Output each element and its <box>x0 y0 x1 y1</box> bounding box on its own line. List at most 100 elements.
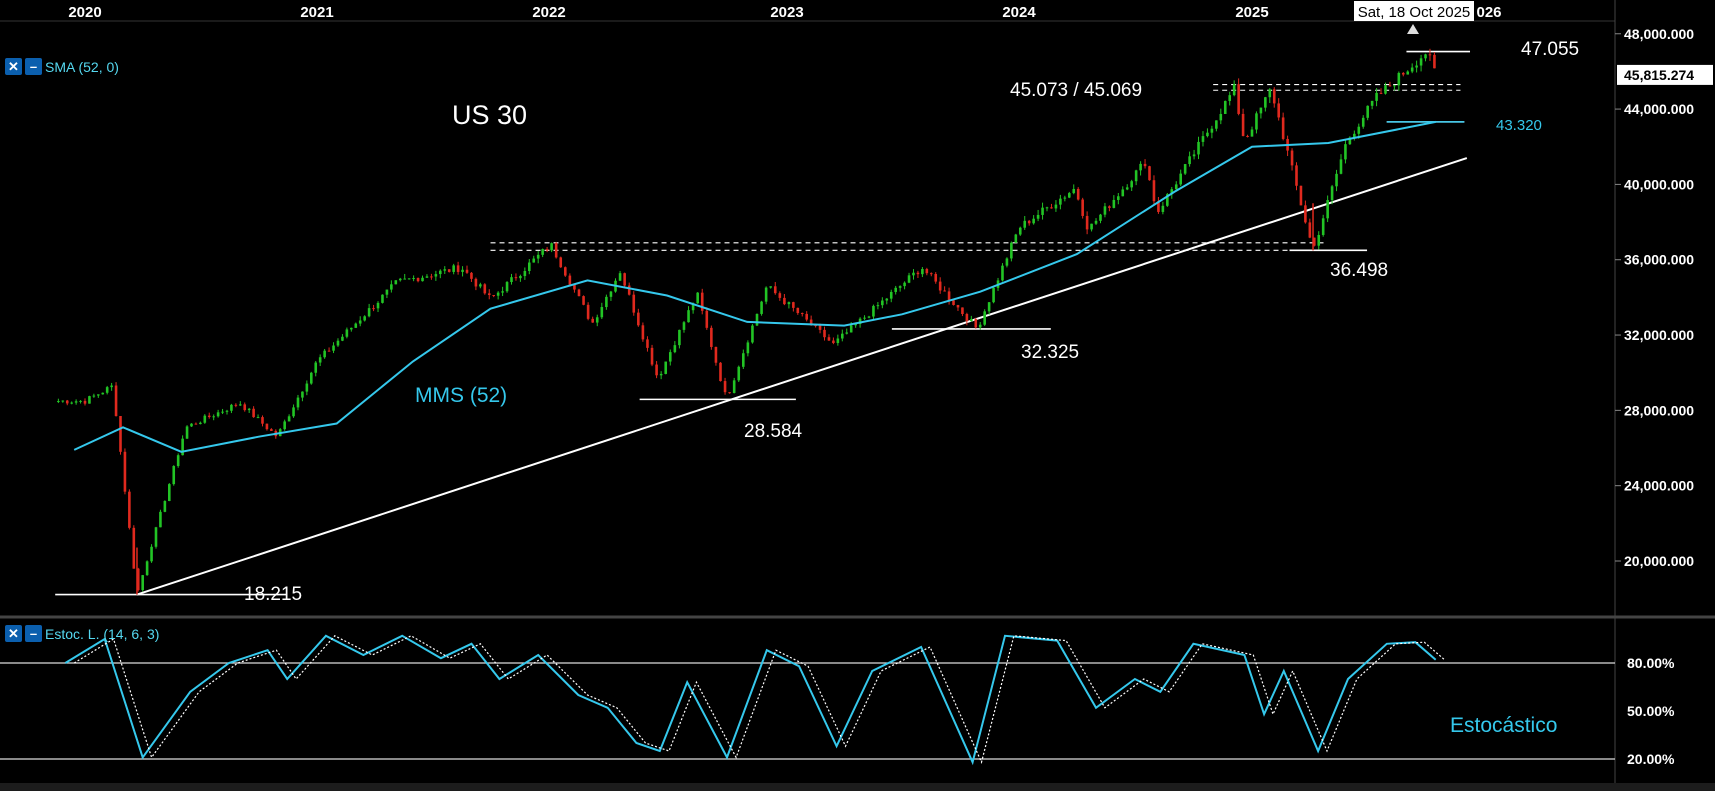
candle-body <box>487 293 491 296</box>
candle-body <box>965 314 969 322</box>
candle-body <box>287 416 291 422</box>
candle-body <box>659 373 663 376</box>
candle-body <box>1179 173 1182 185</box>
y-tick-label: 48,000.000 <box>1624 26 1694 42</box>
candle-body <box>600 307 604 318</box>
sma-annotation: MMS (52) <box>415 384 507 407</box>
candle-body <box>527 262 531 271</box>
candle-body <box>519 276 522 279</box>
price-annotation: 18.215 <box>244 584 302 605</box>
candle-body <box>956 304 960 308</box>
candle-body <box>514 277 518 279</box>
candle-body <box>876 305 880 307</box>
candle-body <box>872 305 875 317</box>
candle-body <box>70 402 73 404</box>
candle-body <box>212 416 215 418</box>
last-price-box <box>1617 64 1713 85</box>
candle-body <box>938 281 942 291</box>
x-tick-label: 2020 <box>68 4 101 21</box>
candle-body <box>1059 198 1062 205</box>
candle-body <box>452 265 455 272</box>
candle-body <box>541 249 544 255</box>
candle-body <box>57 401 60 403</box>
candle-body <box>849 325 853 333</box>
candle-body <box>221 411 224 413</box>
candle-body <box>885 298 889 301</box>
candle-body <box>673 345 677 353</box>
candle-body <box>564 267 567 276</box>
candle-body <box>836 338 840 344</box>
candle-body <box>1419 58 1423 66</box>
candle-body <box>1072 188 1076 194</box>
candle-body <box>305 383 309 392</box>
candle-body <box>1326 200 1329 219</box>
candle-body <box>1348 137 1352 145</box>
candle-body <box>554 243 558 258</box>
y-tick-label: 24,000.000 <box>1624 478 1694 494</box>
candle-body <box>345 329 349 337</box>
candle-body <box>907 275 911 283</box>
candle-body <box>483 284 487 294</box>
minimize-icon[interactable]: – <box>25 58 42 75</box>
candle-body <box>430 276 433 278</box>
candle-body <box>623 273 626 286</box>
candle-body <box>412 278 415 280</box>
close-icon[interactable]: ✕ <box>5 58 22 75</box>
candle-body <box>1041 207 1044 215</box>
minimize-icon[interactable]: – <box>25 625 42 642</box>
candle-body <box>496 292 500 296</box>
candle-body <box>1344 144 1347 160</box>
candle-body <box>1076 188 1080 200</box>
candle-body <box>1183 164 1187 174</box>
candle-body <box>381 294 384 303</box>
support-trendline <box>136 157 1468 596</box>
stochastic-indicator-label[interactable]: Estoc. L. (14, 6, 3) <box>45 625 160 642</box>
candle-body <box>1281 117 1285 139</box>
y-tick-label: 36,000.000 <box>1624 252 1694 268</box>
candle-body <box>858 318 862 325</box>
candle-body <box>1219 113 1223 121</box>
candle-body <box>470 272 473 279</box>
candle-body <box>234 404 238 406</box>
close-icon[interactable]: ✕ <box>5 625 22 642</box>
candle-body <box>792 302 795 308</box>
candle-body <box>159 511 162 528</box>
candle-body <box>1223 100 1227 114</box>
candle-body <box>65 400 69 404</box>
candle-body <box>136 568 140 591</box>
candle-body <box>898 286 902 288</box>
candle-body <box>92 395 96 397</box>
sma-indicator-label[interactable]: SMA (52, 0) <box>45 58 119 75</box>
candle-body <box>474 278 478 287</box>
candle-body <box>755 313 759 326</box>
chart-title: US 30 <box>452 100 527 130</box>
candle-body <box>203 415 207 423</box>
candle-body <box>350 327 353 330</box>
stochastic-annotation: Estocástico <box>1450 714 1557 737</box>
candle-body <box>1321 218 1325 235</box>
candle-body <box>154 527 158 547</box>
candle-body <box>800 313 804 315</box>
candle-body <box>256 417 260 419</box>
candle-body <box>1241 113 1245 136</box>
price-annotation: 45.073 / 45.069 <box>1010 80 1142 101</box>
candle-body <box>145 561 149 576</box>
candle-body <box>1005 258 1009 266</box>
candle-body <box>1268 89 1272 98</box>
candle-body <box>1045 207 1049 209</box>
candle-body <box>577 289 581 297</box>
candle-body <box>425 276 429 278</box>
candle-body <box>1375 92 1378 101</box>
candle-body <box>1250 129 1254 137</box>
candle-body <box>1125 187 1129 190</box>
candle-body <box>114 385 118 417</box>
candle-body <box>416 278 420 282</box>
candle-body <box>1090 223 1093 230</box>
candle-body <box>421 277 424 282</box>
candle-body <box>1166 194 1169 206</box>
stochastic-k-line <box>64 634 1437 766</box>
candle-body <box>1424 54 1427 59</box>
candle-body <box>1157 201 1160 212</box>
candle-body <box>230 404 233 411</box>
